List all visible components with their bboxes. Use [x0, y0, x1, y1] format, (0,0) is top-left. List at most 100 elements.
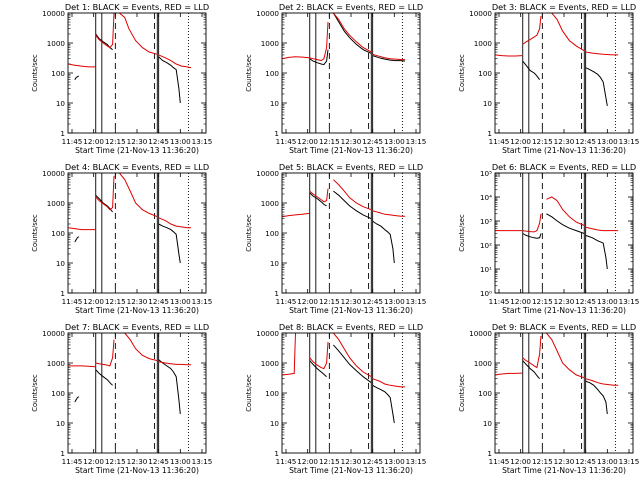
panel-data	[495, 196, 619, 270]
x-axis-label: Start Time (21-Nov-13 11:36:20)	[289, 146, 413, 155]
panel-det-2: Det 2: BLACK = Events, RED = LLD 1 10 100 10…	[245, 2, 426, 155]
x-tick-label: 12:00	[83, 137, 104, 146]
lld-series-line	[158, 217, 192, 229]
x-axis-label: Start Time (21-Nov-13 11:36:20)	[75, 466, 199, 475]
plot-frame	[281, 12, 421, 134]
events-series-line	[95, 33, 113, 51]
y-tick-label: 1	[60, 129, 65, 138]
y-tick-label: 1000	[261, 199, 280, 208]
lld-series-line	[309, 21, 329, 62]
lld-series-line	[309, 188, 329, 203]
lld-series-line	[68, 365, 96, 368]
y-axis-label: Counts/sec	[31, 374, 39, 412]
x-tick-label: 12:30	[341, 297, 362, 306]
x-tick-label: 12:30	[554, 297, 575, 306]
x-tick-label: 12:30	[554, 137, 575, 146]
x-axis-label: Start Time (21-Nov-13 11:36:20)	[289, 466, 413, 475]
x-tick-label: 12:30	[554, 457, 575, 466]
y-axis-label: Counts/sec	[31, 214, 39, 252]
lld-series-line	[158, 361, 192, 366]
y-axis-label: Counts/sec	[458, 214, 466, 252]
x-axis-label: Start Time (21-Nov-13 11:36:20)	[75, 306, 199, 315]
x-tick-label: 11:45	[489, 137, 510, 146]
panel-title: Det 1: BLACK = Events, RED = LLD	[65, 2, 209, 12]
x-tick-label: 13:00	[384, 137, 405, 146]
x-tick-label: 12:45	[575, 297, 596, 306]
lld-series-line	[585, 378, 619, 386]
x-tick-label: 11:45	[276, 297, 297, 306]
y-tick-label: 10000	[256, 9, 279, 18]
events-series-line	[332, 13, 372, 54]
lld-series-line	[333, 179, 372, 211]
y-tick-label: 10000	[42, 9, 65, 18]
panel-title: Det 6: BLACK = Events, RED = LLD	[492, 162, 636, 172]
panel-title: Det 4: BLACK = Events, RED = LLD	[65, 162, 209, 172]
events-series-line	[74, 75, 80, 80]
events-series-line	[372, 55, 406, 62]
x-tick-label: 12:45	[362, 297, 383, 306]
events-series-line	[585, 234, 608, 270]
panel-data	[495, 333, 619, 415]
y-tick-label: 10000	[469, 9, 492, 18]
x-tick-label: 12:45	[362, 137, 383, 146]
y-tick-label: 10⁴	[480, 193, 492, 202]
x-tick-label: 12:15	[105, 457, 126, 466]
events-series-line	[372, 384, 395, 424]
y-tick-label: 10³	[480, 217, 492, 226]
lld-series-line	[585, 226, 619, 232]
x-axis-label: Start Time (21-Nov-13 11:36:20)	[289, 306, 413, 315]
events-series-line	[95, 369, 113, 386]
events-series-line	[74, 396, 80, 403]
panel-data	[495, 13, 619, 106]
panel-data	[68, 333, 192, 415]
y-tick-label: 1	[487, 129, 492, 138]
lld-series-line	[546, 333, 585, 379]
x-tick-label: 12:00	[510, 137, 531, 146]
y-tick-label: 100	[265, 69, 279, 78]
x-tick-label: 12:00	[297, 457, 318, 466]
events-series-line	[333, 344, 372, 384]
plot-frame	[281, 172, 421, 294]
x-tick-label: 13:00	[384, 297, 405, 306]
events-series-line	[74, 236, 80, 243]
panel-det-9: Det 9: BLACK = Events, RED = LLD 1 10 100 10…	[458, 322, 639, 475]
lld-series-line	[372, 53, 406, 61]
panel-title: Det 5: BLACK = Events, RED = LLD	[279, 162, 423, 172]
x-axis-label: Start Time (21-Nov-13 11:36:20)	[502, 146, 626, 155]
lld-series-line	[333, 13, 372, 53]
y-tick-label: 100	[265, 389, 279, 398]
lld-series-line	[546, 13, 585, 52]
y-tick-label: 10¹	[480, 265, 492, 274]
x-tick-label: 12:00	[83, 297, 104, 306]
plot-frame	[494, 12, 634, 134]
lld-series-line	[282, 333, 296, 376]
x-tick-label: 13:00	[170, 137, 191, 146]
y-tick-label: 10000	[256, 329, 279, 338]
x-tick-label: 12:15	[319, 137, 340, 146]
x-tick-label: 11:45	[489, 457, 510, 466]
x-tick-label: 12:00	[83, 457, 104, 466]
x-tick-label: 12:00	[297, 137, 318, 146]
x-tick-label: 11:45	[276, 137, 297, 146]
y-tick-label: 10	[56, 259, 66, 268]
lld-series-line	[522, 335, 542, 369]
y-tick-label: 1	[274, 449, 279, 458]
events-series-line	[158, 56, 181, 104]
y-tick-label: 100	[478, 69, 492, 78]
y-tick-label: 1	[487, 449, 492, 458]
y-tick-label: 1	[274, 129, 279, 138]
x-tick-label: 13:00	[384, 457, 405, 466]
x-tick-label: 13:00	[170, 457, 191, 466]
y-tick-label: 10	[56, 419, 66, 428]
x-tick-label: 11:45	[489, 297, 510, 306]
y-tick-label: 10	[270, 419, 280, 428]
y-tick-label: 1	[274, 289, 279, 298]
plot-frame	[281, 332, 421, 454]
y-tick-label: 10⁵	[480, 169, 492, 178]
x-tick-label: 13:15	[192, 297, 213, 306]
lld-series-line	[372, 378, 406, 388]
plot-frame	[67, 172, 207, 294]
panel-det-8: Det 8: BLACK = Events, RED = LLD 1 10 100 10…	[245, 322, 426, 475]
panel-data	[282, 333, 406, 424]
x-tick-label: 13:15	[406, 457, 427, 466]
